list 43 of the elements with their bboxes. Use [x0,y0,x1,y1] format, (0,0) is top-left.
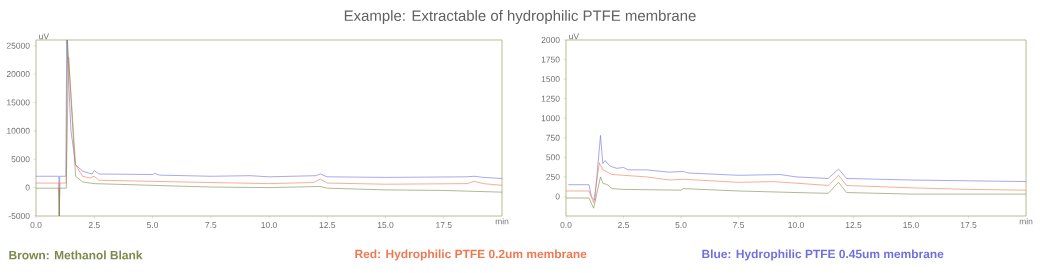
x-tick-label: 7.5 [205,222,217,228]
y-tick-label: 750 [546,134,560,141]
y-tick-label: 5000 [11,156,30,163]
y-tick-label: 20000 [6,71,30,78]
x-tick-label: 2.5 [88,222,100,229]
x-axis-title: min [1019,218,1033,225]
x-tick-label: 5.0 [146,222,159,229]
y-tick-label: 500 [546,154,560,161]
x-tick-label: 7.5 [733,222,745,228]
y-tick-label: 1250 [541,95,560,102]
line-series [565,162,1027,203]
y-tick-label: 1000 [541,115,560,122]
x-tick-label: 2.5 [618,222,630,229]
y-tick-label: 1500 [541,76,560,83]
x-tick-label: 15.0 [903,222,919,229]
x-tick-label: 0.0 [30,222,42,229]
x-tick-label: 12.5 [845,222,862,229]
y-tick-label: 1750 [541,56,560,63]
text: Red: Hydrophilic PTFE 0.2um membrane [355,249,587,261]
chart-title: Example: Extractable of hydrophilic PTFE membrane [344,10,696,24]
x-tick-label: 17.5 [960,222,977,228]
y-axis-title: uV [39,33,50,40]
x-tick-label: 5.0 [675,222,687,229]
y-tick-label: 2000 [541,37,560,43]
y-tick-label: 0 [25,184,30,191]
y-tick-label: 10000 [7,127,30,134]
y-tick-label: 25000 [6,42,30,49]
y-tick-label: -5000 [8,213,30,219]
text: Blue: Hydrophilic PTFE 0.45um membrane [702,249,944,261]
x-axis-title: min [495,218,509,225]
x-tick-label: 15.0 [377,222,394,229]
x-tick-label: 0.0 [560,222,572,229]
x-tick-label: 10.0 [788,222,804,229]
x-tick-label: 12.5 [319,222,336,229]
y-tick-label: 250 [546,173,560,180]
y-axis-title: uV [569,33,580,40]
line-series [568,135,1027,201]
x-tick-label: 10.0 [261,222,277,229]
text: Brown: Methanol Blank [9,250,143,260]
y-tick-label: 0 [555,193,560,200]
y-tick-label: 15000 [7,99,30,106]
x-tick-label: 17.5 [436,222,452,228]
line-series [565,176,1027,209]
